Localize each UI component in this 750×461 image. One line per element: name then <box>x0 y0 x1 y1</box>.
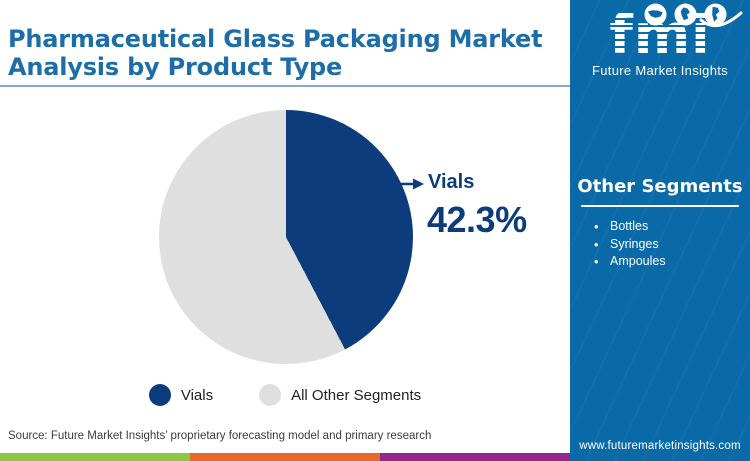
footer-stripe-green <box>0 453 190 461</box>
logo-swoosh-icon <box>699 11 743 28</box>
content-area: Pharmaceutical Glass Packaging Market An… <box>0 25 570 461</box>
legend-swatch-vials <box>148 384 171 406</box>
pie-chart <box>159 110 413 364</box>
footer-stripe-purple <box>380 453 570 461</box>
legend-swatch-all-other-segments <box>259 384 282 406</box>
header-divider <box>0 85 570 87</box>
callout-arrow-icon <box>392 178 424 190</box>
legend-label-vials: Vials <box>180 386 214 404</box>
legend-item-all-other-segments: All Other Segments <box>259 384 421 406</box>
legend-label-all-other-segments: All Other Segments <box>291 386 422 404</box>
page-title: Pharmaceutical Glass Packaging Market An… <box>8 25 543 82</box>
footer-stripe-orange <box>190 453 380 461</box>
callout-slice-value: 42.3% <box>427 199 527 240</box>
footer-color-stripes <box>0 453 570 461</box>
other-segment-item-syringes: Syringes <box>594 236 666 254</box>
source-note: Source: Future Market Insights’ propriet… <box>8 430 432 442</box>
north-america-globe-icon <box>644 3 667 26</box>
logo-globe-icons <box>644 3 727 26</box>
page-title-line-2: Analysis by Product Type <box>8 53 343 82</box>
logo-caption: Future Market Insights <box>592 63 728 78</box>
legend-item-vials: Vials <box>148 384 214 406</box>
other-segment-item-bottles: Bottles <box>594 218 666 236</box>
other-segments-list: Bottles Syringes Ampoules <box>594 218 666 271</box>
other-segment-item-ampoules: Ampoules <box>594 253 666 271</box>
page-title-line-1: Pharmaceutical Glass Packaging Market <box>8 25 543 54</box>
other-segments-heading: Other Segments <box>577 176 743 197</box>
website-url: www.futuremarketinsights.com <box>579 440 741 452</box>
callout-slice-label: Vials <box>428 171 475 193</box>
other-segments-divider <box>581 205 739 207</box>
brand-sidebar: fmi Future Market Insights Other Segment… <box>570 0 750 461</box>
chart-legend: Vials All Other Segments <box>0 384 570 406</box>
europe-globe-icon <box>674 3 697 26</box>
americas-globe-icon <box>704 3 727 26</box>
